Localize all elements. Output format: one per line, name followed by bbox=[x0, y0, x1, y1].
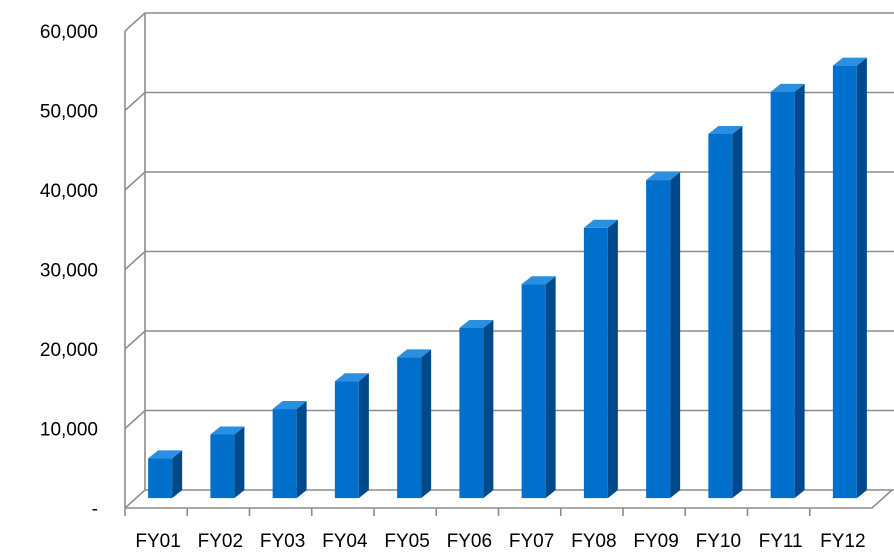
y-tick-label: 30,000 bbox=[40, 261, 98, 282]
axes bbox=[124, 13, 893, 516]
bar-front bbox=[770, 91, 795, 499]
x-tick-label: FY03 bbox=[260, 531, 305, 552]
bar bbox=[583, 219, 618, 499]
bar bbox=[272, 401, 307, 499]
bar bbox=[459, 319, 494, 499]
bar-top bbox=[708, 125, 743, 134]
bar-top bbox=[397, 349, 432, 358]
bar-top bbox=[832, 57, 867, 66]
bar-side bbox=[234, 426, 245, 499]
bar-top bbox=[583, 219, 618, 228]
x-tick-label: FY09 bbox=[633, 531, 678, 552]
x-tick-label: FY01 bbox=[135, 531, 180, 552]
bar-front bbox=[210, 434, 235, 499]
bar bbox=[334, 373, 369, 499]
bar-side bbox=[545, 276, 556, 499]
bar-top bbox=[148, 450, 183, 459]
bar-top bbox=[521, 276, 556, 285]
bar bbox=[646, 172, 681, 499]
bar-top bbox=[646, 172, 681, 181]
y-tick-label: - bbox=[92, 499, 98, 520]
bar-top bbox=[770, 83, 805, 92]
bar-front bbox=[459, 327, 484, 499]
y-tick-label: 10,000 bbox=[40, 420, 98, 441]
bar-side bbox=[732, 125, 743, 499]
bar-side bbox=[670, 172, 681, 499]
bar-side bbox=[358, 373, 369, 499]
bar-top bbox=[459, 319, 494, 328]
bar bbox=[521, 276, 556, 499]
bar-front bbox=[272, 409, 297, 499]
bar-top bbox=[272, 401, 307, 410]
bar bbox=[832, 57, 867, 499]
bar-front bbox=[521, 284, 546, 499]
bar-top bbox=[210, 426, 245, 435]
x-tick-label: FY02 bbox=[198, 531, 243, 552]
x-tick-label: FY10 bbox=[696, 531, 741, 552]
bar-side bbox=[794, 83, 805, 499]
bar-side bbox=[856, 57, 867, 499]
x-tick-label: FY04 bbox=[322, 531, 368, 552]
x-tick-label: FY06 bbox=[447, 531, 492, 552]
bar-side bbox=[607, 219, 618, 499]
gridline bbox=[124, 12, 894, 32]
bar-side bbox=[421, 349, 432, 499]
x-tick-label: FY08 bbox=[571, 531, 616, 552]
bar-front bbox=[397, 357, 422, 499]
bar-front bbox=[148, 458, 173, 499]
x-tick-label: FY07 bbox=[509, 531, 554, 552]
bar-front bbox=[334, 381, 359, 499]
bars bbox=[148, 57, 867, 499]
bar-side bbox=[296, 401, 307, 499]
bar bbox=[770, 83, 805, 499]
x-axis-tick-labels: FY01 FY02 FY03 FY04 FY05 FY06 FY07 FY08 FY09 FY10… bbox=[135, 531, 865, 552]
y-tick-label: 60,000 bbox=[40, 22, 98, 43]
y-tick-label: 20,000 bbox=[40, 340, 98, 361]
x-tick-label: FY05 bbox=[384, 531, 429, 552]
bar bbox=[210, 426, 245, 499]
y-tick-label: 40,000 bbox=[40, 181, 98, 202]
bar-side bbox=[172, 450, 183, 499]
bar-side bbox=[483, 319, 494, 499]
bar-front bbox=[583, 227, 608, 499]
bar-top bbox=[334, 373, 369, 382]
x-tick-label: FY12 bbox=[820, 531, 865, 552]
bar-front bbox=[832, 65, 857, 499]
x-tick-label: FY11 bbox=[759, 531, 803, 552]
bar bbox=[148, 450, 183, 499]
y-tick-label: 50,000 bbox=[40, 102, 98, 123]
y-axis-tick-labels: - 10,000 20,000 30,000 40,000 50,000 60,000 bbox=[40, 22, 98, 520]
bar-front bbox=[646, 180, 671, 499]
bar bbox=[708, 125, 743, 499]
bar bbox=[397, 349, 432, 499]
bar-front bbox=[708, 133, 733, 499]
